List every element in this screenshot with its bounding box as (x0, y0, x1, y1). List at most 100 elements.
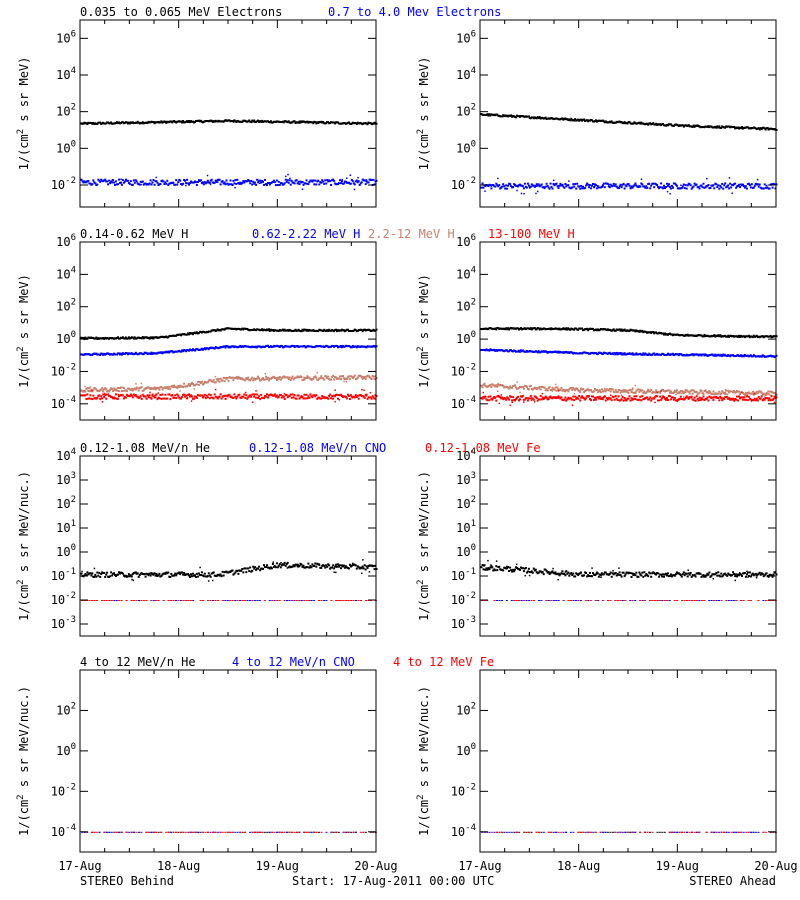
data-point (515, 398, 517, 401)
data-point (203, 393, 206, 396)
data-point (699, 572, 702, 575)
data-point (255, 568, 258, 571)
data-point (755, 397, 758, 400)
data-point (629, 187, 632, 190)
data-point (215, 575, 218, 577)
data-point (489, 566, 492, 569)
data-point (616, 353, 619, 356)
data-point (596, 396, 599, 399)
data-point (171, 384, 174, 387)
data-point (748, 184, 751, 187)
data-point (369, 392, 372, 394)
data-point (351, 377, 354, 380)
data-point (289, 393, 292, 396)
data-point (567, 184, 570, 187)
data-point (329, 180, 332, 182)
data-point (160, 180, 163, 182)
data-point (609, 571, 612, 574)
data-point (312, 122, 315, 125)
data-point (666, 397, 668, 399)
data-point (186, 178, 189, 181)
data-point (120, 386, 122, 389)
data-point (612, 396, 615, 399)
data-point (633, 184, 636, 187)
data-point (610, 399, 613, 402)
data-point (202, 382, 205, 385)
data-point (239, 181, 242, 184)
data-point (738, 390, 740, 393)
data-point (746, 571, 749, 574)
data-point (705, 574, 708, 577)
data-point (169, 398, 172, 401)
data-point (738, 183, 740, 186)
data-point (244, 567, 247, 570)
data-point (727, 184, 730, 187)
data-point (724, 126, 727, 129)
data-point (195, 397, 198, 399)
data-point (692, 185, 695, 188)
data-point (560, 572, 563, 575)
data-point (175, 179, 178, 182)
data-point (667, 124, 669, 127)
data-point (716, 186, 719, 188)
data-point (192, 600, 195, 601)
data-point (279, 394, 282, 396)
data-point (120, 181, 122, 184)
data-point (274, 566, 277, 569)
data-point (688, 600, 691, 601)
data-point (127, 573, 130, 576)
data-point (264, 178, 266, 181)
data-point (245, 394, 248, 397)
data-point (537, 183, 540, 186)
data-point (277, 395, 280, 398)
data-point (497, 390, 499, 392)
data-point (660, 573, 663, 576)
data-point (324, 179, 327, 182)
data-point (517, 395, 519, 398)
data-point (604, 390, 607, 393)
data-point (508, 570, 511, 572)
data-point (559, 388, 562, 391)
data-point (630, 576, 633, 578)
data-point (303, 378, 306, 381)
data-point (648, 182, 651, 185)
data-point (557, 600, 560, 601)
data-point (298, 397, 301, 400)
data-point (747, 395, 750, 398)
data-point (206, 396, 209, 399)
data-point (238, 182, 241, 185)
data-point (229, 571, 232, 573)
data-point (683, 396, 685, 398)
data-point (349, 394, 352, 397)
data-point (199, 382, 202, 384)
data-point (117, 397, 119, 400)
data-point (136, 395, 139, 398)
data-point (86, 571, 89, 574)
data-point (510, 569, 513, 572)
data-point (666, 353, 668, 356)
data-point (268, 182, 270, 184)
data-point (104, 178, 107, 181)
data-point (140, 183, 142, 186)
data-point (495, 399, 498, 402)
data-point (641, 395, 644, 398)
data-point (717, 571, 720, 574)
data-point (86, 387, 89, 390)
data-point (298, 120, 301, 123)
data-point (366, 397, 369, 400)
data-point (309, 565, 312, 567)
data-point (256, 600, 259, 601)
data-point (517, 327, 519, 330)
data-point (177, 384, 180, 387)
data-point (268, 379, 270, 382)
data-point (305, 600, 308, 601)
data-point (646, 186, 649, 189)
data-point (628, 329, 631, 332)
data-point (739, 186, 741, 189)
data-point (637, 388, 640, 391)
data-point (102, 389, 104, 391)
data-point (528, 574, 531, 577)
data-point (250, 378, 253, 381)
data-point (580, 396, 583, 399)
